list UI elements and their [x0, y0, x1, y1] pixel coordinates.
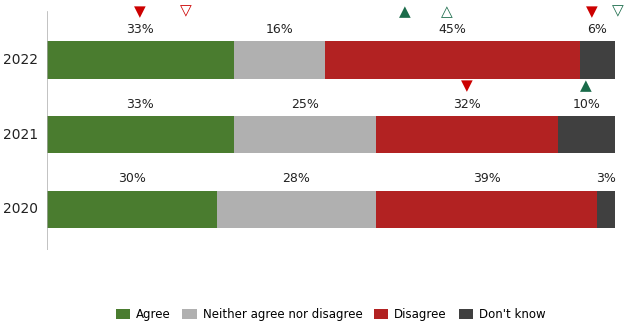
- Text: ▲: ▲: [580, 79, 592, 93]
- Bar: [234, 41, 325, 79]
- Bar: [598, 191, 614, 228]
- Bar: [217, 191, 376, 228]
- Text: 33%: 33%: [127, 23, 154, 36]
- Text: 33%: 33%: [127, 98, 154, 111]
- Legend: Agree, Neither agree nor disagree, Disagree, Don't know: Agree, Neither agree nor disagree, Disag…: [116, 308, 545, 321]
- Text: 32%: 32%: [453, 98, 481, 111]
- Text: 10%: 10%: [572, 98, 600, 111]
- Text: 28%: 28%: [283, 172, 310, 185]
- Bar: [46, 41, 234, 79]
- Bar: [46, 191, 217, 228]
- Text: ▽: ▽: [611, 4, 623, 19]
- Text: 3%: 3%: [596, 172, 616, 185]
- Text: ▼: ▼: [586, 4, 598, 19]
- Text: ▽: ▽: [180, 4, 192, 19]
- Bar: [558, 116, 614, 153]
- Bar: [376, 116, 558, 153]
- Text: 45%: 45%: [439, 23, 466, 36]
- Text: 39%: 39%: [473, 172, 500, 185]
- Text: 2020: 2020: [3, 202, 38, 216]
- Text: 2022: 2022: [3, 53, 38, 67]
- Text: 30%: 30%: [118, 172, 145, 185]
- Bar: [581, 41, 614, 79]
- Text: 16%: 16%: [266, 23, 293, 36]
- Text: ▲: ▲: [399, 4, 410, 19]
- Text: ▼: ▼: [134, 4, 146, 19]
- Bar: [325, 41, 581, 79]
- Bar: [46, 116, 234, 153]
- Text: ▼: ▼: [461, 79, 473, 93]
- Bar: [376, 191, 598, 228]
- Text: 25%: 25%: [291, 98, 319, 111]
- Bar: [234, 116, 376, 153]
- Text: 2021: 2021: [3, 128, 38, 142]
- Text: △: △: [441, 4, 453, 19]
- Text: 6%: 6%: [587, 23, 608, 36]
